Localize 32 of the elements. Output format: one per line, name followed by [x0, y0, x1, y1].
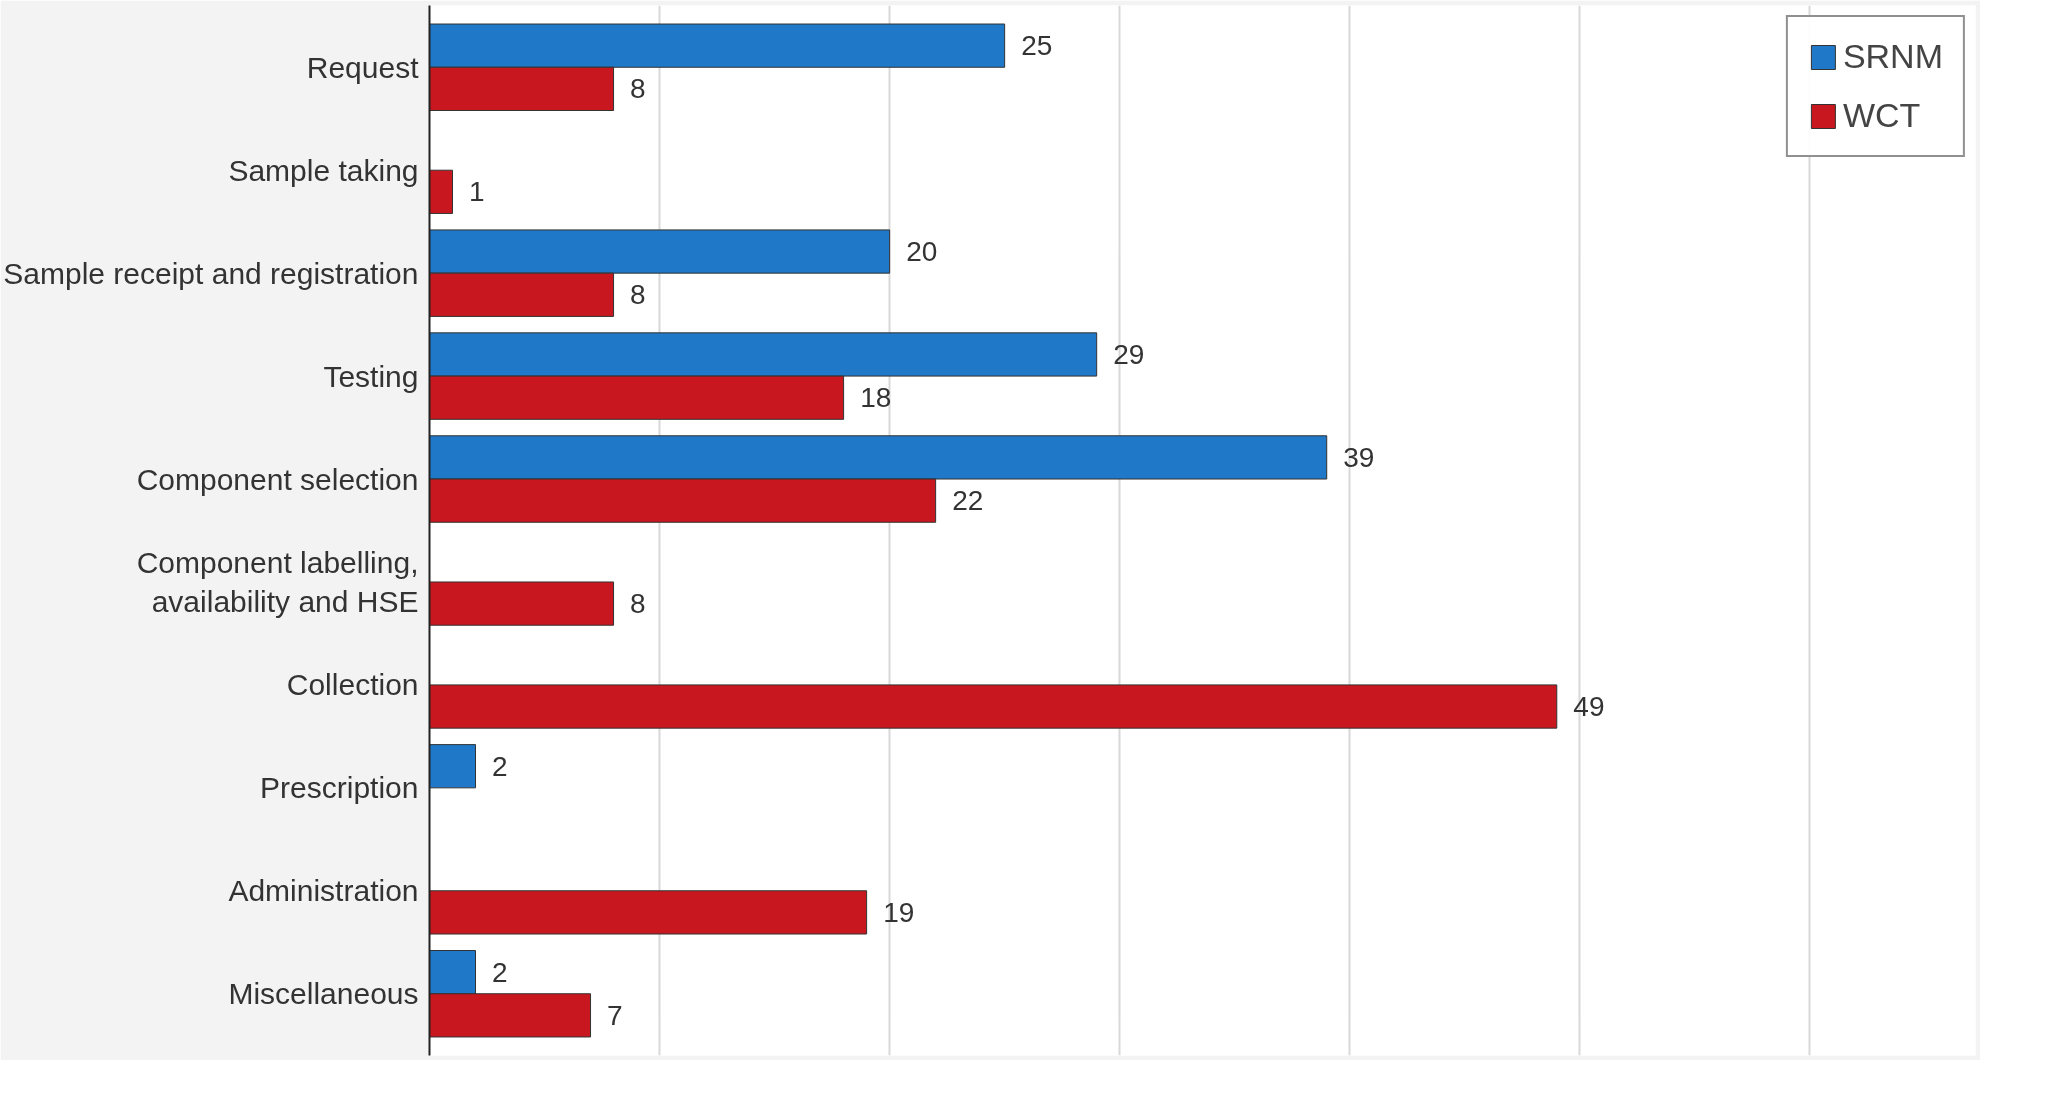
data-label: 20	[906, 236, 938, 268]
data-label: 1	[469, 176, 485, 208]
data-label: 39	[1343, 441, 1375, 473]
data-label: 7	[607, 999, 623, 1031]
data-label: 8	[630, 279, 646, 311]
data-label: 29	[1113, 338, 1145, 370]
data-label: 8	[630, 588, 646, 620]
y-tick-label: Component labelling, availability and HSE	[136, 545, 419, 619]
y-tick-label: Prescription	[260, 771, 419, 805]
bar	[429, 744, 477, 789]
data-label: 2	[492, 750, 508, 782]
bar	[429, 581, 615, 626]
y-tick-label: Component selection	[136, 462, 419, 496]
y-tick-label: Administration	[228, 874, 419, 908]
bar	[429, 890, 868, 935]
data-label: 8	[630, 73, 646, 105]
bar	[429, 169, 454, 214]
y-tick-label: Sample receipt and registration	[3, 256, 419, 290]
y-tick-label: Collection	[286, 668, 419, 702]
y-tick-label: Sample taking	[228, 153, 419, 187]
data-label: 19	[883, 896, 915, 928]
y-tick-label: Miscellaneous	[228, 977, 419, 1011]
y-tick-label: Testing	[323, 359, 419, 393]
data-label: 25	[1021, 30, 1053, 62]
y-tick-label: Request	[306, 50, 420, 84]
data-label: 18	[860, 382, 892, 414]
bar	[429, 684, 1558, 729]
data-label: 22	[952, 485, 984, 517]
data-label: 49	[1573, 691, 1605, 723]
legend-label: SRNM	[1842, 37, 1943, 76]
legend-label: WCT	[1842, 96, 1921, 135]
data-label: 2	[492, 956, 508, 988]
